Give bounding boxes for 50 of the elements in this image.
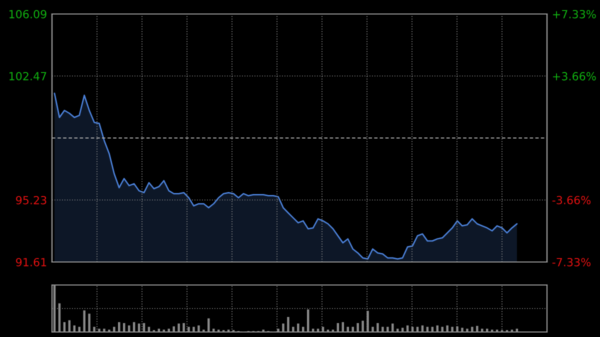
bar <box>103 328 106 332</box>
y2-tick-label: -3.66% <box>552 196 591 204</box>
bar <box>118 322 120 332</box>
bar <box>481 328 484 332</box>
bar <box>78 326 80 332</box>
y2-tick-label: -7.33% <box>552 258 591 266</box>
bar <box>476 326 478 332</box>
bar <box>208 318 210 332</box>
y2-tick-label: +3.66% <box>553 72 596 80</box>
bar <box>382 326 384 332</box>
bar <box>316 328 320 332</box>
bar <box>168 328 170 332</box>
bar <box>192 326 195 332</box>
bar <box>446 325 448 332</box>
bar <box>172 326 175 332</box>
bar <box>132 322 136 332</box>
bar <box>297 324 300 332</box>
bar <box>212 328 215 332</box>
y-tick-label: 95.23 <box>16 196 46 204</box>
bar <box>466 328 468 332</box>
bar <box>441 326 444 332</box>
bar <box>122 323 126 332</box>
y-tick-label: 106.09 <box>9 10 46 18</box>
bar <box>396 328 399 332</box>
bar <box>461 328 464 332</box>
bar <box>63 322 66 332</box>
bar <box>352 326 354 332</box>
bar <box>356 323 359 332</box>
bar <box>516 328 518 332</box>
bar <box>88 314 90 332</box>
bar <box>282 324 284 332</box>
bar <box>178 324 180 332</box>
bar <box>342 322 344 332</box>
bar <box>451 326 454 332</box>
bar <box>362 320 364 332</box>
y-tick-label: 102.47 <box>9 72 46 80</box>
bar <box>198 325 200 332</box>
bar <box>372 326 374 332</box>
bar <box>312 328 314 332</box>
bar <box>386 326 389 332</box>
y-tick-label: 91.61 <box>16 258 46 266</box>
y2-tick-label: +7.33% <box>553 10 596 18</box>
bar <box>336 323 340 332</box>
bar <box>292 326 294 332</box>
bar <box>376 323 379 332</box>
bar <box>113 326 116 332</box>
bar <box>471 326 474 332</box>
bar <box>158 328 160 332</box>
bar <box>486 328 488 332</box>
bar <box>287 316 290 332</box>
